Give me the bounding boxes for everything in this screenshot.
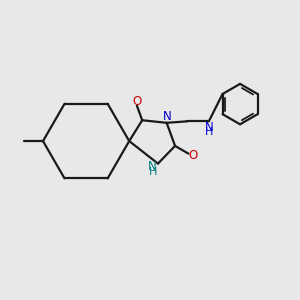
Text: H: H [148, 167, 157, 177]
Text: N: N [148, 160, 157, 173]
Text: N: N [205, 121, 214, 134]
Text: O: O [188, 149, 197, 162]
Text: N: N [163, 110, 172, 123]
Text: O: O [132, 95, 142, 108]
Text: H: H [205, 127, 214, 137]
